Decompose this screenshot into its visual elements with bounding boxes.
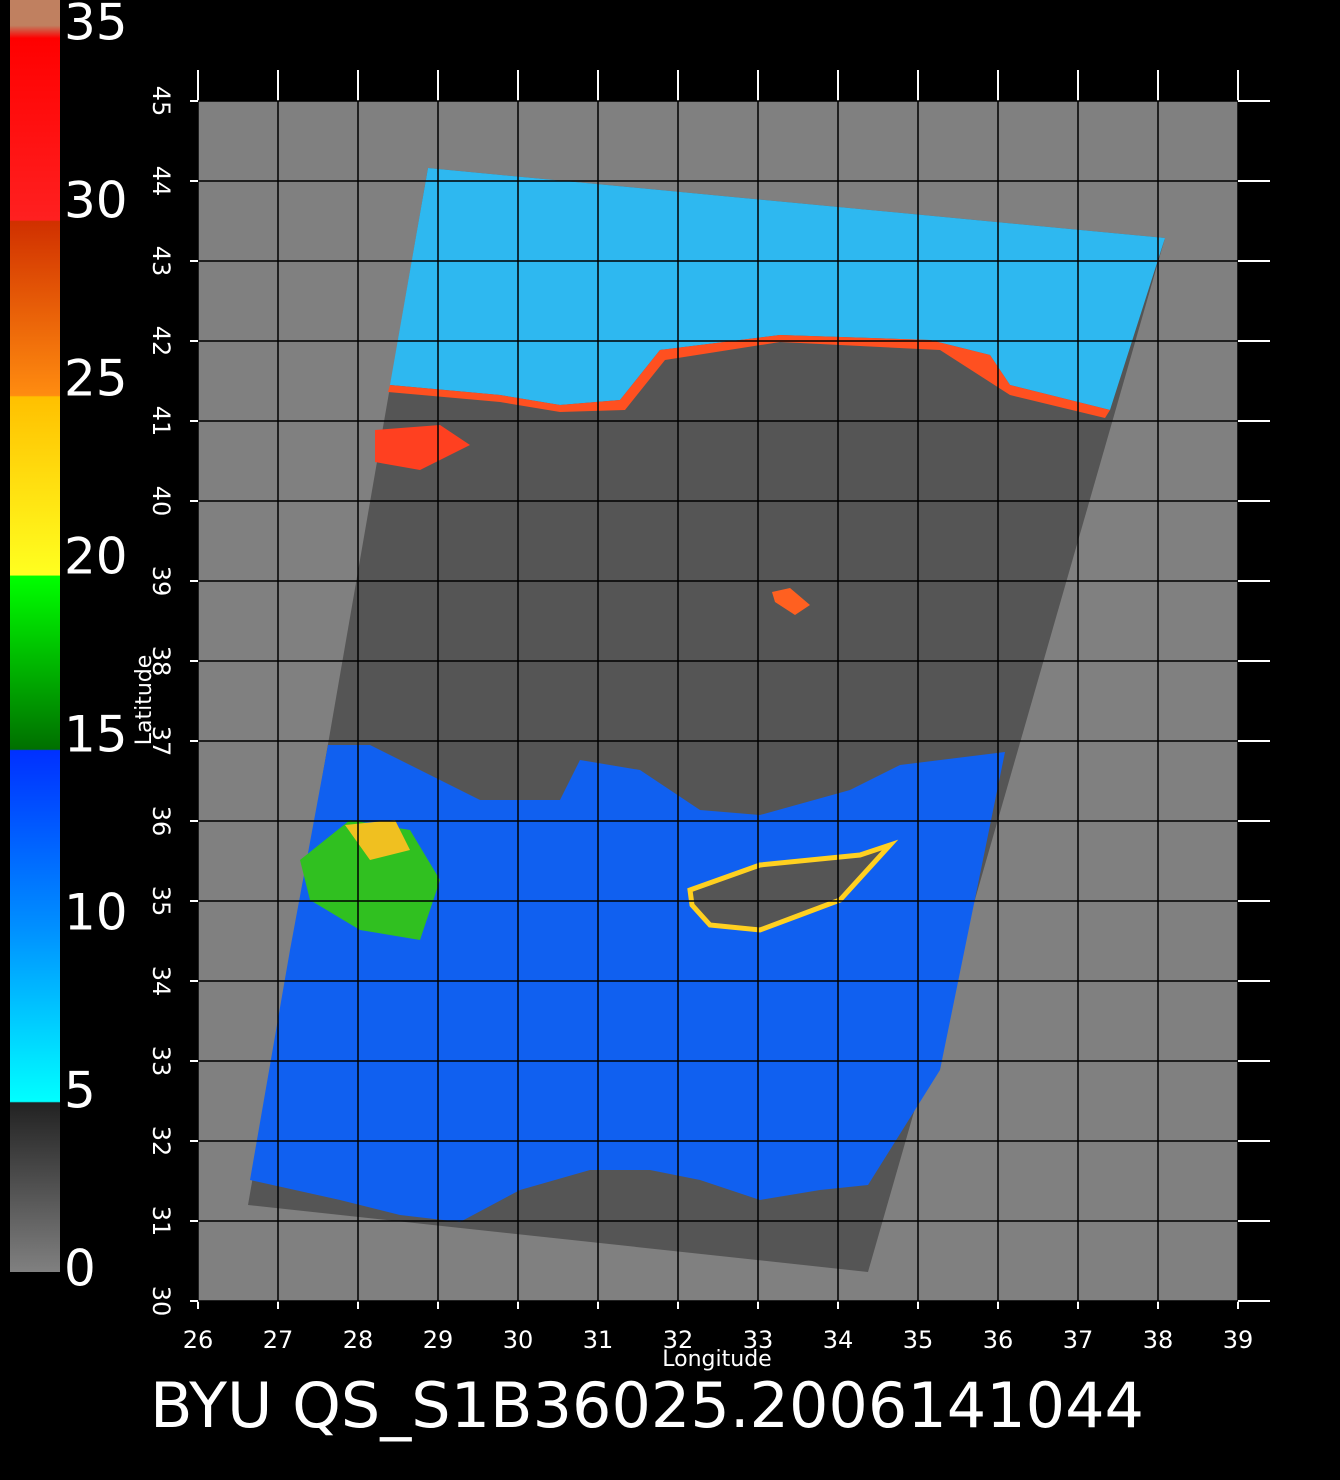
lake <box>772 588 810 615</box>
x-tick-label: 33 <box>743 1326 774 1354</box>
y-tick-label: 38 <box>147 646 175 677</box>
x-tick-label: 39 <box>1223 1326 1254 1354</box>
x-tick-label: 30 <box>503 1326 534 1354</box>
y-tick-label: 31 <box>147 1206 175 1237</box>
y-axis-label: Latitude <box>132 655 157 746</box>
x-tick-label: 38 <box>1143 1326 1174 1354</box>
marmara <box>375 425 470 470</box>
x-tick-label: 27 <box>263 1326 294 1354</box>
x-tick-label: 35 <box>903 1326 934 1354</box>
x-tick-label: 36 <box>983 1326 1014 1354</box>
y-tick-label: 36 <box>147 806 175 837</box>
y-tick-label: 37 <box>147 726 175 757</box>
colorbar-tick-label: 10 <box>64 884 128 942</box>
y-tick-label: 45 <box>147 86 175 117</box>
x-tick-label: 26 <box>183 1326 214 1354</box>
y-tick-label: 42 <box>147 326 175 357</box>
colorbar-tick-label: 15 <box>64 706 128 764</box>
colorbar <box>10 0 60 1272</box>
x-axis-label: Longitude <box>662 1347 771 1372</box>
y-tick-label: 40 <box>147 486 175 517</box>
map <box>198 101 1238 1301</box>
shallow <box>345 820 410 860</box>
x-tick-label: 37 <box>1063 1326 1094 1354</box>
sea-north <box>390 168 1165 410</box>
title: BYU QS_S1B36025.2006141044 <box>150 1369 1144 1442</box>
y-tick-label: 30 <box>147 1286 175 1317</box>
x-tick-label: 31 <box>583 1326 614 1354</box>
colorbar-tick-label: 0 <box>64 1240 96 1298</box>
cyprus <box>687 839 899 933</box>
y-tick-label: 33 <box>147 1046 175 1077</box>
colorbar-tick-label: 20 <box>64 528 128 586</box>
y-tick-label: 43 <box>147 246 175 277</box>
y-tick-label: 32 <box>147 1126 175 1157</box>
colorbar-tick-label: 5 <box>64 1062 96 1120</box>
y-tick-label: 35 <box>147 886 175 917</box>
colorbar-tick-label: 35 <box>64 0 128 52</box>
colorbar-tick-label: 25 <box>64 350 128 408</box>
x-tick-label: 29 <box>423 1326 454 1354</box>
colorbar-tick-label: 30 <box>64 172 128 230</box>
y-tick-label: 41 <box>147 406 175 437</box>
y-tick-label: 44 <box>147 166 175 197</box>
x-tick-label: 28 <box>343 1326 374 1354</box>
x-tick-label: 34 <box>823 1326 854 1354</box>
y-tick-label: 39 <box>147 566 175 597</box>
x-tick-label: 32 <box>663 1326 694 1354</box>
y-tick-label: 34 <box>147 966 175 997</box>
